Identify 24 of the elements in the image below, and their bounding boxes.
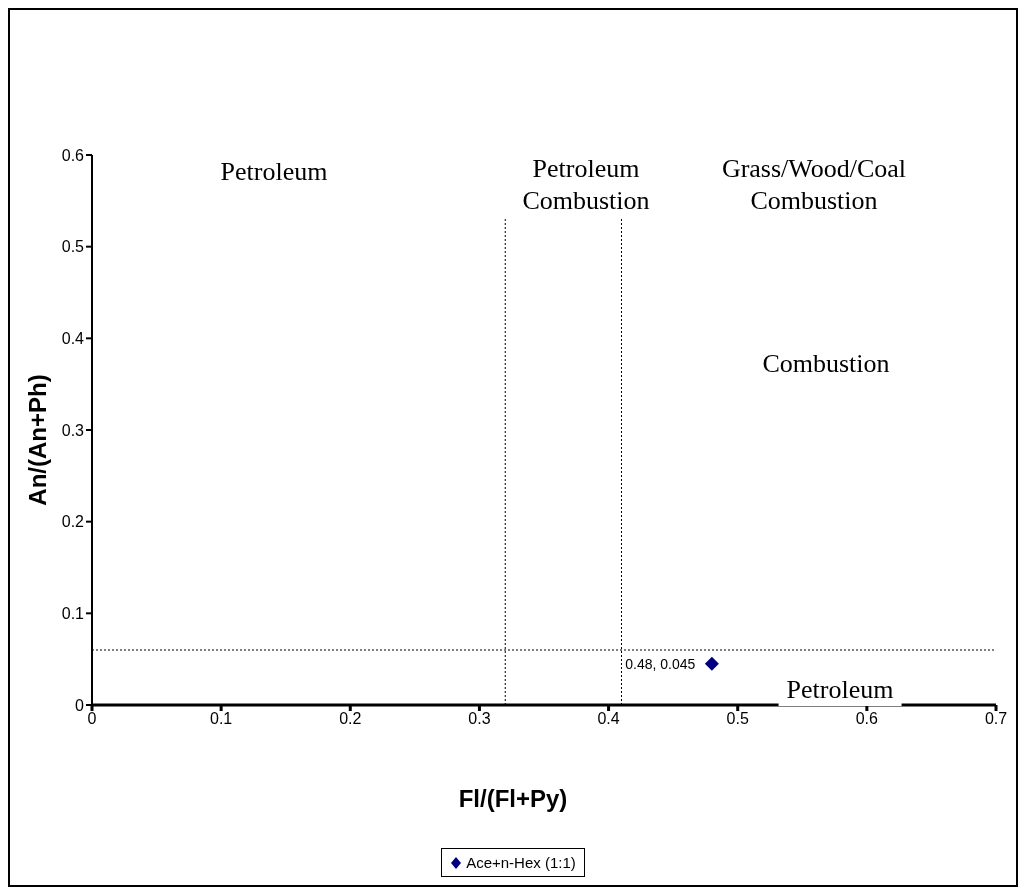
annotation: Combustion — [754, 348, 898, 380]
x-tick-label: 0 — [87, 710, 97, 728]
annotation: Petroleum Combustion — [483, 153, 689, 217]
x-tick-label: 0.5 — [726, 710, 749, 728]
y-tick-label: 0.5 — [61, 238, 85, 256]
x-tick-label: 0.2 — [339, 710, 362, 728]
x-tick-label: 0.1 — [210, 710, 233, 728]
y-tick-label: 0.2 — [61, 513, 85, 531]
y-tick-label: 0.6 — [61, 146, 85, 164]
x-tick-label: 0.4 — [597, 710, 620, 728]
x-tick-label: 0.6 — [855, 710, 879, 728]
x-axis-title: Fl/(Fl+Py) — [457, 785, 569, 813]
y-tick-label: 0.3 — [61, 421, 85, 439]
x-tick-label: 0.3 — [468, 710, 491, 728]
annotation: Grass/Wood/Coal Combustion — [711, 153, 917, 217]
y-tick-label: 0.4 — [61, 330, 85, 348]
y-axis-title: An/(An+Ph) — [24, 374, 52, 506]
legend-label: Ace+n-Hex (1:1) — [465, 854, 576, 871]
y-tick-label: 0.1 — [61, 605, 85, 623]
data-label: 0.48, 0.045 — [625, 655, 696, 672]
x-tick-label: 0.7 — [984, 710, 1008, 728]
annotation: Petroleum — [212, 156, 336, 188]
annotation: Petroleum — [778, 674, 902, 706]
y-tick-label: 0 — [75, 696, 85, 714]
